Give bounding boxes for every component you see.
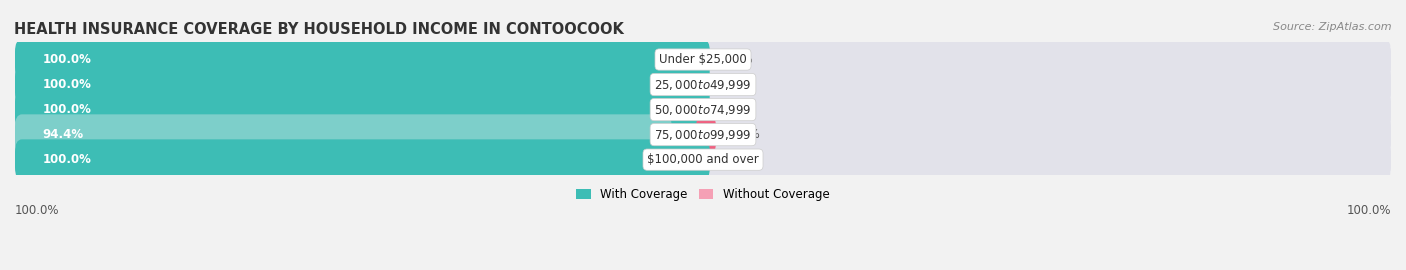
FancyBboxPatch shape [15, 89, 1391, 130]
Text: $75,000 to $99,999: $75,000 to $99,999 [654, 128, 752, 141]
Text: 100.0%: 100.0% [42, 78, 91, 91]
Text: Source: ZipAtlas.com: Source: ZipAtlas.com [1274, 22, 1392, 32]
FancyBboxPatch shape [696, 114, 716, 155]
Text: 0.0%: 0.0% [724, 78, 754, 91]
FancyBboxPatch shape [15, 97, 1391, 122]
FancyBboxPatch shape [15, 64, 1391, 105]
Text: 100.0%: 100.0% [15, 204, 59, 217]
Text: 100.0%: 100.0% [42, 53, 91, 66]
FancyBboxPatch shape [15, 39, 1391, 80]
Text: Under $25,000: Under $25,000 [659, 53, 747, 66]
Legend: With Coverage, Without Coverage: With Coverage, Without Coverage [572, 183, 834, 206]
FancyBboxPatch shape [15, 114, 672, 155]
Text: $100,000 and over: $100,000 and over [647, 153, 759, 166]
FancyBboxPatch shape [15, 89, 710, 130]
Text: 100.0%: 100.0% [1347, 204, 1391, 217]
Text: $25,000 to $49,999: $25,000 to $49,999 [654, 77, 752, 92]
FancyBboxPatch shape [15, 39, 710, 80]
FancyBboxPatch shape [15, 64, 710, 105]
Text: HEALTH INSURANCE COVERAGE BY HOUSEHOLD INCOME IN CONTOOCOOK: HEALTH INSURANCE COVERAGE BY HOUSEHOLD I… [14, 22, 624, 37]
FancyBboxPatch shape [15, 47, 1391, 72]
Text: 100.0%: 100.0% [42, 153, 91, 166]
Text: 0.0%: 0.0% [724, 53, 754, 66]
FancyBboxPatch shape [15, 139, 710, 180]
FancyBboxPatch shape [15, 139, 1391, 180]
FancyBboxPatch shape [15, 114, 1391, 155]
Text: 0.0%: 0.0% [724, 153, 754, 166]
Text: $50,000 to $74,999: $50,000 to $74,999 [654, 103, 752, 117]
FancyBboxPatch shape [15, 147, 1391, 173]
Text: 5.6%: 5.6% [730, 128, 759, 141]
FancyBboxPatch shape [15, 72, 1391, 97]
Text: 100.0%: 100.0% [42, 103, 91, 116]
Text: 0.0%: 0.0% [724, 103, 754, 116]
FancyBboxPatch shape [15, 122, 1391, 147]
Text: 94.4%: 94.4% [42, 128, 83, 141]
